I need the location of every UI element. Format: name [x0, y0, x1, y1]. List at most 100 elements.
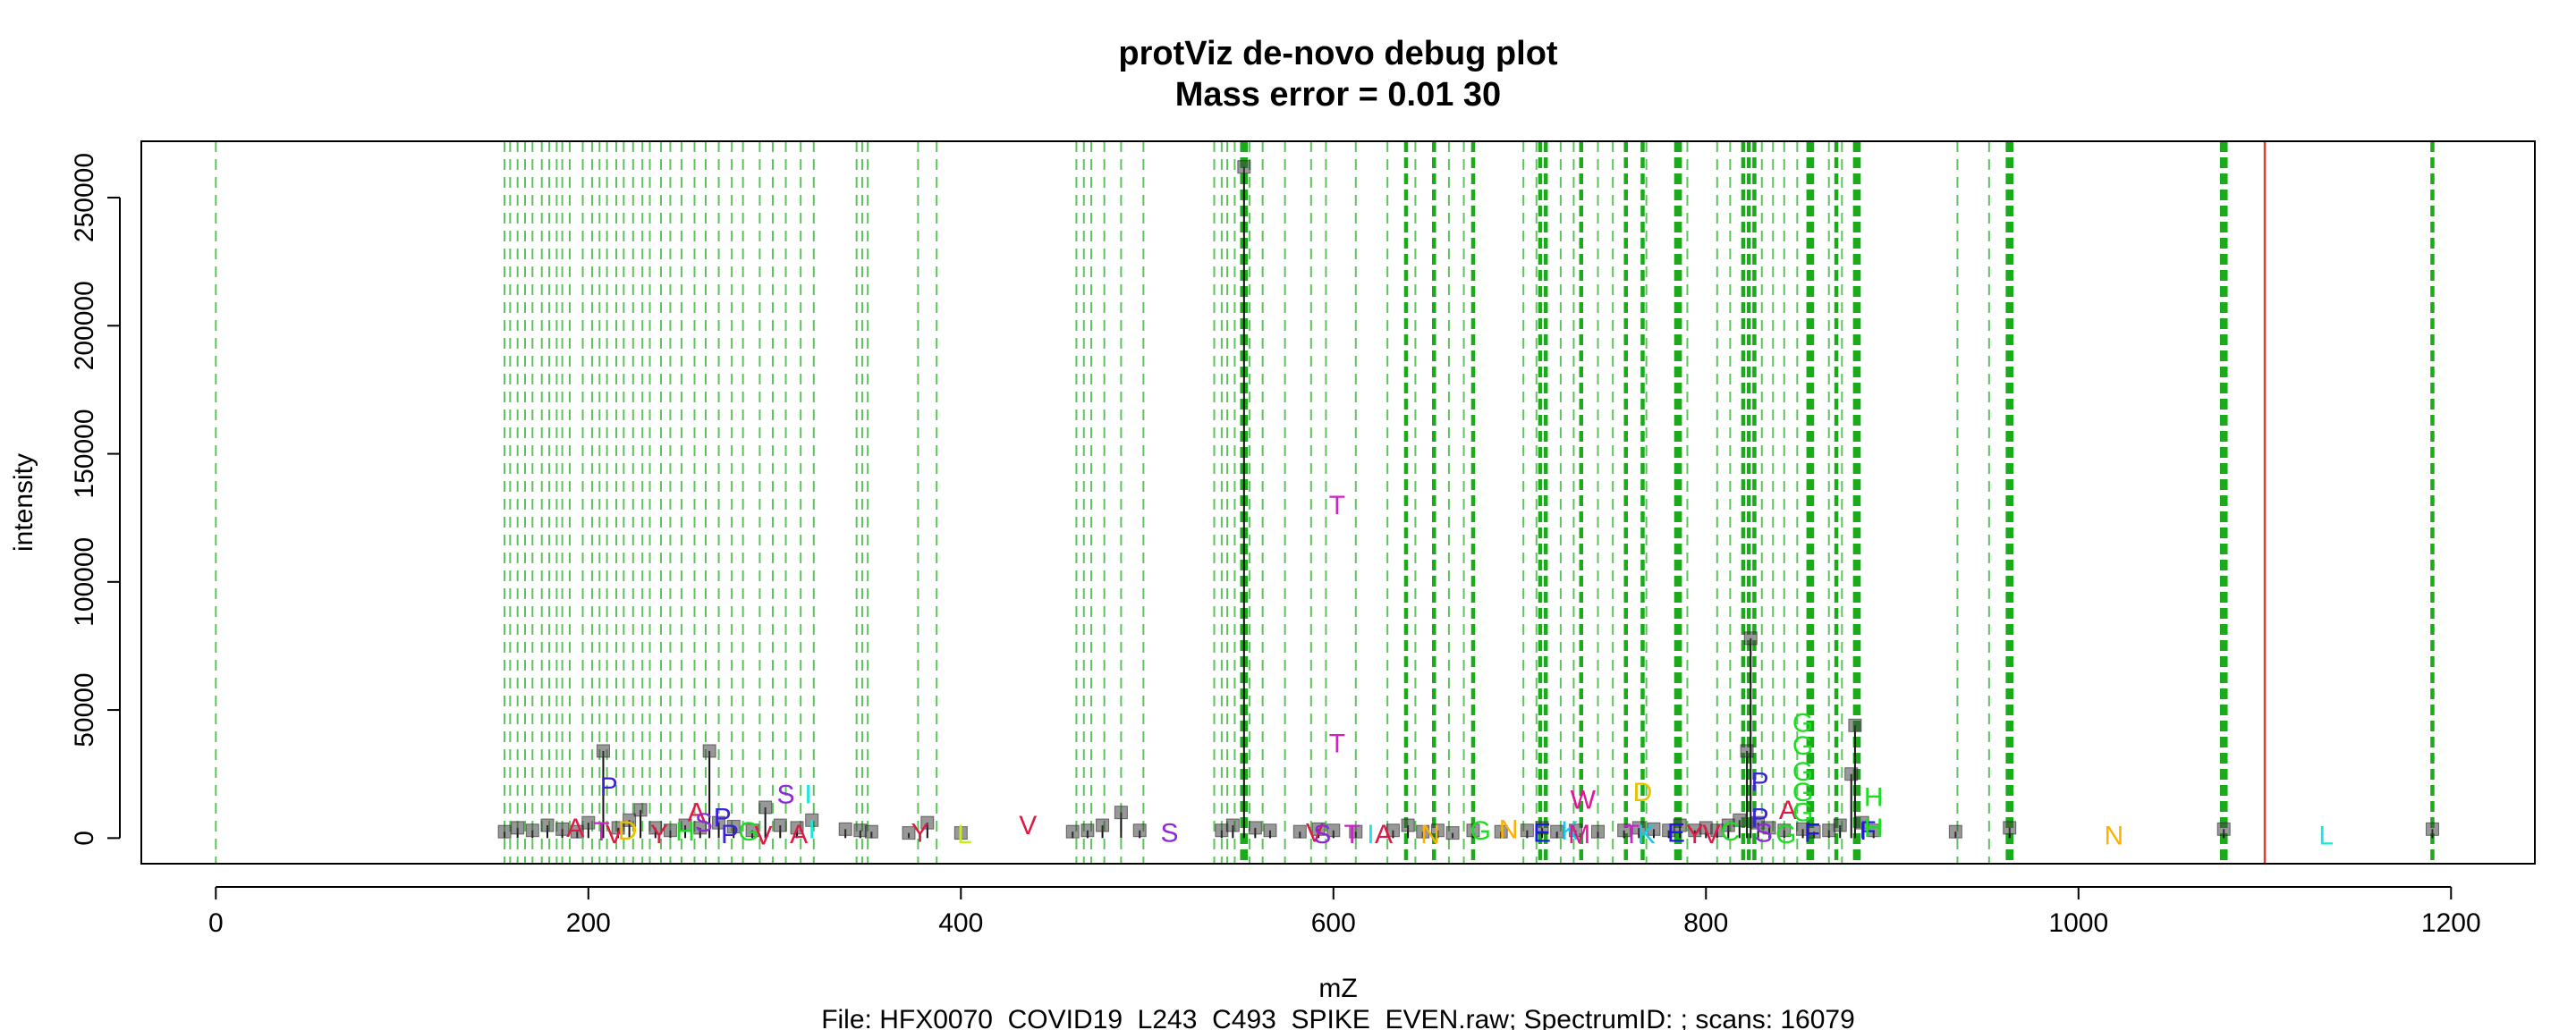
amino-acid-label: A — [790, 820, 808, 849]
peak-marker — [1401, 818, 1415, 832]
plot-frame — [140, 140, 2536, 865]
peak-marker — [1263, 823, 1277, 838]
y-tick-label: 200000 — [70, 281, 99, 370]
x-tick-label: 600 — [1311, 908, 1356, 938]
amino-acid-label: D — [1633, 778, 1653, 807]
peak-marker — [790, 821, 804, 835]
amino-acid-label: H — [1864, 783, 1884, 813]
peak-marker — [2216, 822, 2231, 836]
amino-acid-label: G — [1792, 757, 1813, 787]
peak-marker — [1326, 823, 1341, 838]
y-tick-label: 0 — [70, 831, 99, 846]
x-axis-label: mZ — [1318, 974, 1357, 1003]
peak-marker — [1743, 631, 1758, 646]
amino-acid-label: L — [957, 820, 972, 849]
amino-acid-label: E — [1533, 819, 1551, 848]
peak-marker — [2425, 822, 2439, 836]
peak-marker — [1349, 824, 1363, 839]
amino-acid-label: G — [1792, 731, 1813, 761]
amino-acid-label: E — [1667, 819, 1685, 848]
peak-marker — [648, 821, 663, 835]
x-tick-label: 1200 — [2421, 908, 2481, 938]
peak-marker — [745, 823, 759, 838]
peak-marker — [1591, 824, 1606, 839]
amino-acid-label: I — [809, 815, 816, 844]
peak-marker — [1248, 821, 1262, 835]
peak-marker — [1762, 821, 1776, 835]
amino-acid-label: V — [1703, 820, 1721, 849]
amino-acid-label: Y — [1686, 820, 1704, 849]
x-tick-label: 800 — [1683, 908, 1728, 938]
peak-marker — [555, 822, 570, 836]
peak-marker — [1416, 824, 1430, 839]
peak-marker — [1733, 813, 1747, 827]
amino-acid-label: P — [721, 820, 739, 849]
amino-acid-label: P — [714, 803, 732, 832]
amino-acid-label: G — [1792, 708, 1813, 738]
amino-acid-label: T — [1329, 491, 1345, 520]
peak-marker — [1065, 824, 1080, 839]
amino-acid-label: S — [777, 781, 795, 810]
chart-title: protViz de-novo debug plot — [1118, 35, 1557, 72]
amino-acid-label: Y — [650, 820, 668, 849]
peak-marker — [1673, 818, 1687, 832]
peak-marker — [623, 813, 637, 827]
amino-acid-label: G — [1470, 816, 1491, 846]
amino-acid-label: V — [1019, 811, 1037, 840]
peak-marker — [1807, 824, 1821, 839]
peak-marker — [596, 744, 610, 758]
peak-marker — [920, 815, 935, 830]
peak-marker — [693, 821, 708, 835]
peak-marker — [805, 813, 819, 827]
amino-acid-label: P — [1751, 767, 1769, 797]
amino-acid-label: I — [1367, 820, 1374, 849]
peak-marker — [663, 823, 677, 838]
y-tick-label: 150000 — [70, 409, 99, 499]
peak-marker — [511, 821, 525, 835]
peak-marker — [1647, 822, 1661, 836]
peak-marker — [1822, 823, 1836, 838]
peak-marker — [1237, 160, 1251, 174]
amino-acid-label: A — [1375, 820, 1393, 849]
peak-marker — [1311, 822, 1326, 836]
y-tick-label: 100000 — [70, 537, 99, 627]
amino-acid-label: T — [1343, 820, 1360, 849]
peak-marker — [864, 824, 878, 839]
amino-acid-label: H — [675, 817, 695, 847]
peak-marker — [497, 824, 512, 839]
amino-acid-label: F — [1804, 819, 1820, 848]
amino-acid-label: P — [600, 772, 618, 802]
amino-acid-label: N — [1420, 820, 1440, 849]
peak-marker — [1631, 821, 1646, 835]
peak-marker — [1855, 815, 1869, 830]
amino-acid-label: I — [804, 781, 811, 810]
peak-marker — [712, 815, 726, 830]
x-tick-label: 1000 — [2048, 908, 2108, 938]
peak-marker — [581, 815, 596, 830]
amino-acid-label: H — [1864, 814, 1884, 843]
peak-marker — [1777, 823, 1792, 838]
peak-marker — [540, 818, 555, 832]
peak-marker — [1080, 823, 1095, 838]
peak-marker — [1215, 823, 1229, 838]
peak-marker — [1430, 823, 1445, 838]
x-tick-label: 0 — [208, 908, 224, 938]
amino-acid-label: C — [1721, 817, 1741, 847]
amino-acid-label: G — [1792, 798, 1813, 828]
amino-acid-label: L — [2318, 821, 2334, 850]
amino-acid-label: Y — [911, 819, 928, 848]
amino-acid-label: N — [2105, 821, 2124, 850]
peak-marker — [1550, 824, 1564, 839]
peak-marker — [1494, 824, 1508, 839]
peak-marker — [726, 819, 741, 833]
amino-acid-label: K — [1638, 820, 1656, 849]
peak-marker — [1520, 823, 1534, 838]
amino-acid-label: S — [1755, 819, 1773, 848]
peak-marker — [1225, 818, 1240, 832]
peak-marker — [953, 826, 968, 840]
amino-acid-label: A — [688, 798, 706, 828]
peak-marker — [570, 824, 584, 839]
peak-marker — [1569, 823, 1583, 838]
peak-marker — [838, 822, 852, 836]
